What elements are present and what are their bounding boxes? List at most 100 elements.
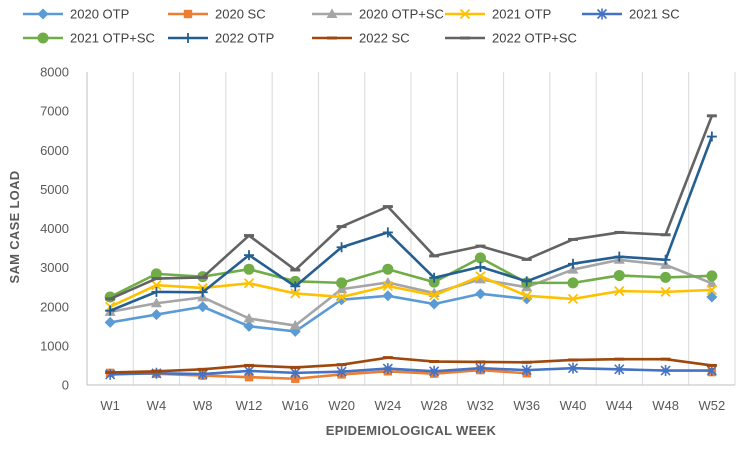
data-point <box>474 288 486 300</box>
y-tick-label: 4000 <box>40 221 69 236</box>
legend-marker <box>183 9 193 19</box>
x-tick-label: W44 <box>606 398 633 413</box>
data-point <box>151 280 162 291</box>
data-point <box>429 290 440 301</box>
series-line <box>109 136 714 312</box>
data-point <box>613 269 625 281</box>
data-point <box>243 320 255 332</box>
y-tick-label: 0 <box>62 378 69 393</box>
series-line <box>109 115 714 301</box>
x-tick-label: W28 <box>421 398 448 413</box>
legend-label: 2022 OTP+SC <box>492 31 577 46</box>
data-point <box>150 268 162 280</box>
x-tick-label: W1 <box>100 398 120 413</box>
data-point <box>197 301 209 313</box>
data-point <box>243 365 255 377</box>
data-point <box>660 286 671 298</box>
data-point <box>382 227 393 238</box>
x-tick-label: W40 <box>560 398 587 413</box>
data-point <box>567 277 579 289</box>
data-point <box>567 293 579 305</box>
x-tick-label: W52 <box>698 398 725 413</box>
x-tick-label: W36 <box>513 398 540 413</box>
data-point <box>614 251 625 262</box>
data-point <box>150 297 162 308</box>
legend-label: 2021 OTP <box>492 7 551 22</box>
series-2022-sc <box>105 356 717 374</box>
series-2022-otp <box>105 131 717 316</box>
legend-marker <box>326 8 338 18</box>
data-point <box>336 283 348 294</box>
series-line <box>109 292 527 333</box>
x-tick-label: W4 <box>147 398 167 413</box>
data-point <box>104 316 116 328</box>
legend: 2020 OTP 2020 SC 2020 OTP+SC 2021 OTP 2021 S… <box>23 7 680 46</box>
data-point <box>521 276 532 287</box>
y-tick-label: 2000 <box>40 299 69 314</box>
data-point <box>150 309 162 321</box>
legend-item: 2021 SC <box>582 7 680 22</box>
data-point <box>336 366 347 378</box>
legend-label: 2020 SC <box>215 7 266 22</box>
data-point <box>474 252 486 264</box>
legend-item: 2020 OTP <box>23 7 129 22</box>
legend-marker <box>459 8 471 20</box>
legend-item: 2022 OTP <box>168 31 274 46</box>
legend-item: 2020 OTP+SC <box>312 7 444 22</box>
x-tick-label: W8 <box>193 398 213 413</box>
legend-label: 2022 SC <box>359 31 410 46</box>
data-point <box>382 363 393 375</box>
series-2020-otp <box>104 288 718 337</box>
data-point <box>382 290 394 302</box>
data-point <box>428 298 440 310</box>
data-point <box>336 242 347 253</box>
data-point <box>614 363 625 375</box>
data-point <box>429 272 440 283</box>
data-point <box>567 264 579 274</box>
legend-item: 2021 OTP <box>445 7 551 22</box>
series-2022-otp-sc <box>105 114 717 301</box>
data-point <box>475 362 486 374</box>
gridlines <box>86 72 736 385</box>
x-tick-label: W24 <box>374 398 401 413</box>
y-axis-title: SAM CASE LOAD <box>7 171 22 284</box>
legend-label: 2022 OTP <box>215 31 274 46</box>
legend-item: 2020 SC <box>168 7 266 22</box>
data-point <box>105 305 116 316</box>
axes <box>86 72 735 386</box>
data-point <box>290 281 301 292</box>
y-tick-label: 8000 <box>40 65 69 80</box>
legend-marker <box>37 8 49 20</box>
legend-marker <box>596 8 608 20</box>
data-point <box>382 280 393 292</box>
data-point <box>706 270 718 282</box>
data-point <box>336 291 347 303</box>
legend-item: 2021 OTP+SC <box>23 31 155 46</box>
legend-label: 2021 SC <box>629 7 680 22</box>
x-tick-label: W16 <box>282 398 309 413</box>
legend-label: 2020 OTP <box>70 7 129 22</box>
series-line <box>109 258 713 327</box>
data-point <box>382 263 394 275</box>
legend-marker <box>183 33 193 43</box>
data-point <box>474 273 486 284</box>
y-tick-label: 7000 <box>40 104 69 119</box>
data-point <box>290 288 301 299</box>
data-point <box>475 261 486 272</box>
data-point <box>614 285 625 297</box>
x-tick-label: W32 <box>467 398 494 413</box>
series-layer <box>104 114 718 383</box>
data-point <box>660 271 672 283</box>
legend-label: 2020 OTP+SC <box>359 7 444 22</box>
y-tick-label: 6000 <box>40 143 69 158</box>
data-point <box>429 365 440 377</box>
data-point <box>706 284 717 296</box>
data-point <box>290 367 301 379</box>
data-point <box>291 374 300 383</box>
legend-marker <box>37 32 49 44</box>
data-point <box>151 286 162 297</box>
x-axis-title: EPIDEMIOLOGICAL WEEK <box>326 423 497 438</box>
data-point <box>243 278 255 289</box>
data-point <box>706 291 718 303</box>
